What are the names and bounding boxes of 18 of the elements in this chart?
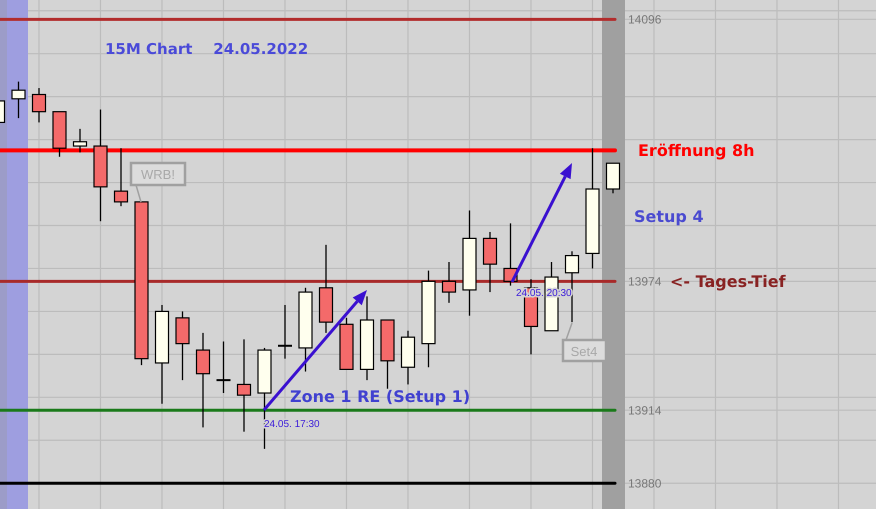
candlestick <box>442 261 456 304</box>
text: 15M Chart 24.05.2022 <box>105 40 308 58</box>
candlestick <box>114 148 128 207</box>
candlestick <box>277 304 293 360</box>
candlestick <box>11 80 26 119</box>
candlestick <box>216 340 232 394</box>
candlestick <box>236 338 252 432</box>
candlestick <box>72 128 88 154</box>
ref-line-label: Eröffnung 8h <box>638 140 754 160</box>
y-tick-label: 14096 <box>628 12 662 27</box>
ref-line-label: <- Tages-Tief <box>670 272 787 291</box>
y-tick-label: 13880 <box>628 476 662 490</box>
y-tick-label: 13974 <box>628 274 662 289</box>
annotation: Zone 1 RE (Setup 1) <box>290 387 470 406</box>
candlestick <box>32 87 46 124</box>
y-tick-label: 13914 <box>628 403 662 418</box>
text: Setup 4 <box>634 207 704 226</box>
candlestick <box>196 332 210 428</box>
